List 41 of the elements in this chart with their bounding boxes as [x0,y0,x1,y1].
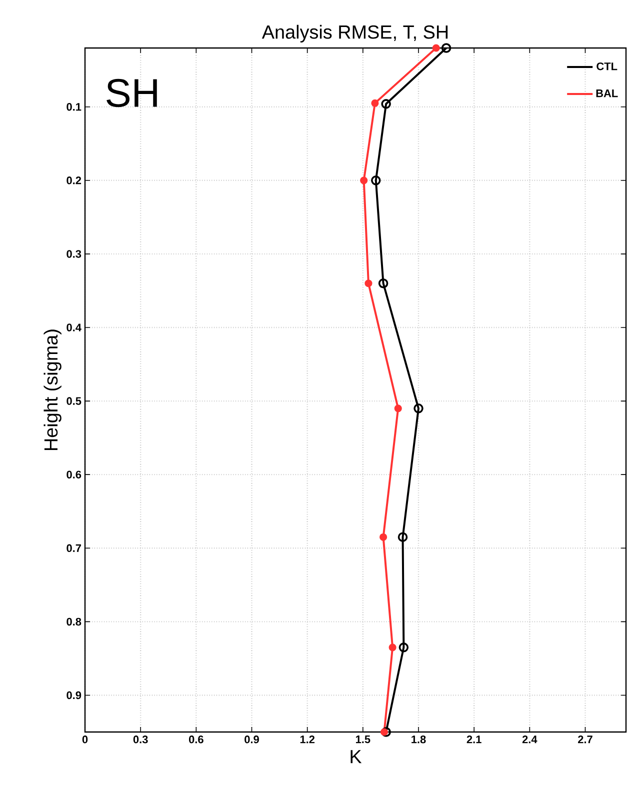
y-tick-label: 0.4 [66,324,82,332]
x-tick-label: 1.8 [412,736,426,744]
x-tick-label: 0 [82,736,88,744]
point [371,99,379,107]
y-tick-label: 0.6 [66,470,82,478]
point [394,404,402,412]
y-tick-label: 0.9 [66,691,82,700]
y-tick-label: 0.7 [66,544,81,552]
point [432,44,440,52]
point [398,532,408,542]
y-tick-label: 0.2 [66,176,82,184]
point [380,728,388,736]
x-tick-label: 1.5 [356,736,370,744]
point [360,176,368,184]
y-tick-label: 0.8 [66,618,82,626]
x-tick-label: 0.3 [133,736,148,744]
point [381,99,391,109]
point [378,278,388,288]
y-tick-label: 0.1 [66,102,82,111]
point [388,644,396,652]
point [380,533,388,541]
x-tick-label: 2.7 [578,736,592,744]
legend-label: CTL [596,62,618,70]
annotation: SH [106,78,157,108]
y-axis-title: Height (sigma) [44,330,62,450]
x-tick-label: 0.6 [188,736,204,744]
chart-title: Analysis RMSE, T, SH [262,24,448,42]
point [381,727,391,737]
point [441,43,452,53]
x-tick-label: 2.1 [466,736,482,744]
legend-label: BAL [596,90,618,98]
x-tick-label: 2.4 [522,736,538,744]
point [371,176,381,186]
point [414,404,424,414]
point [364,280,372,288]
point [398,642,409,652]
y-tick-label: 0.3 [66,250,82,258]
x-tick-label: 1.2 [300,736,315,744]
x-axis-title: K [350,750,362,764]
y-tick-label: 0.5 [66,397,82,405]
x-tick-label: 0.9 [244,736,259,744]
